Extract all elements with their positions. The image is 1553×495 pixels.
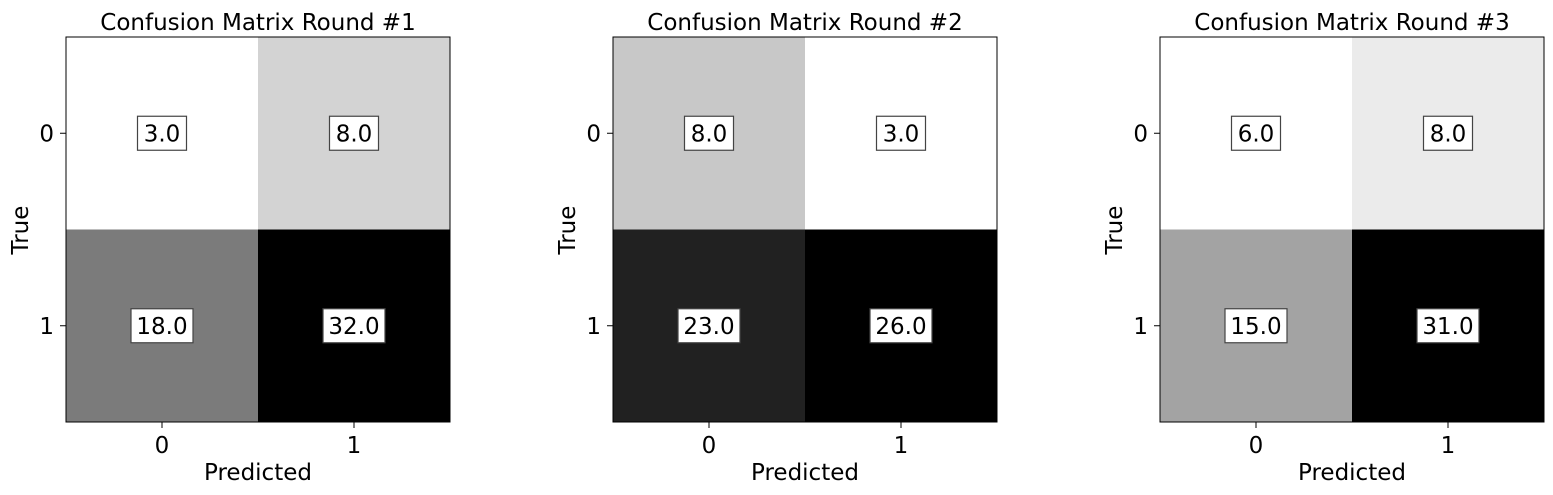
x-tick-label: 0 (702, 433, 717, 459)
y-tick-label: 1 (39, 314, 54, 340)
panel-round-3: Confusion Matrix Round #3 6.0 8.0 15.0 31.0… (1102, 10, 1545, 486)
panel-title: Confusion Matrix Round #3 (1194, 10, 1509, 36)
plot-frame (1159, 36, 1545, 423)
x-tick-label: 0 (155, 433, 170, 459)
x-tick-label: 1 (347, 433, 362, 459)
cell-value-label: 3.0 (144, 121, 181, 147)
value-label-box (136, 115, 188, 151)
value-label-box (875, 115, 927, 151)
cell-value-labels: 3.0 8.0 18.0 32.0 (130, 115, 386, 344)
value-label-box (1224, 308, 1288, 344)
panel-round-2: Confusion Matrix Round #2 8.0 3.0 23.0 26.0… (555, 10, 998, 486)
cell-value-labels: 8.0 3.0 23.0 26.0 (677, 115, 933, 344)
value-label-box (1422, 115, 1474, 151)
plot-frame (612, 36, 998, 423)
panel-title: Confusion Matrix Round #2 (647, 10, 962, 36)
cell-value-label: 15.0 (1230, 314, 1281, 340)
value-label-box (322, 308, 386, 344)
value-label-box (869, 308, 933, 344)
y-axis-label: True (555, 206, 581, 256)
plot-frame (65, 36, 451, 423)
heatmap-cells (66, 37, 450, 422)
cell-value-label: 23.0 (683, 314, 734, 340)
cell-value-label: 31.0 (1422, 314, 1473, 340)
panel-round-1: Confusion Matrix Round #1 3.0 8.0 18.0 32.0… (8, 10, 451, 486)
value-label-box (683, 115, 735, 151)
cell-value-label: 32.0 (328, 314, 379, 340)
y-tick-label: 1 (1133, 314, 1148, 340)
cell-value-label: 26.0 (875, 314, 926, 340)
axis-ticks: 0 1 0 1 (586, 121, 908, 459)
value-label-box (130, 308, 194, 344)
cell-value-label: 3.0 (883, 121, 920, 147)
cell-value-label: 18.0 (136, 314, 187, 340)
axis-ticks: 0 1 0 1 (1133, 121, 1455, 459)
cell-value-label: 8.0 (691, 121, 728, 147)
heatmap-cells (1160, 37, 1544, 422)
x-axis-label: Predicted (1298, 460, 1406, 486)
axis-ticks: 0 1 0 1 (39, 121, 361, 459)
y-axis-label: True (1102, 206, 1128, 256)
y-axis-label: True (8, 206, 34, 256)
value-label-box (328, 115, 380, 151)
panel-title: Confusion Matrix Round #1 (100, 10, 415, 36)
cell-value-labels: 6.0 8.0 15.0 31.0 (1224, 115, 1480, 344)
y-tick-label: 1 (586, 314, 601, 340)
x-tick-label: 1 (894, 433, 909, 459)
x-axis-label: Predicted (751, 460, 859, 486)
x-tick-label: 1 (1441, 433, 1456, 459)
y-tick-label: 0 (39, 121, 54, 147)
cell-value-label: 8.0 (1430, 121, 1467, 147)
value-label-box (677, 308, 741, 344)
x-tick-label: 0 (1249, 433, 1264, 459)
cell-value-label: 8.0 (336, 121, 373, 147)
value-label-box (1416, 308, 1480, 344)
y-tick-label: 0 (586, 121, 601, 147)
y-tick-label: 0 (1133, 121, 1148, 147)
cell-value-label: 6.0 (1238, 121, 1275, 147)
heatmap-cells (613, 37, 997, 422)
x-axis-label: Predicted (204, 460, 312, 486)
value-label-box (1230, 115, 1282, 151)
